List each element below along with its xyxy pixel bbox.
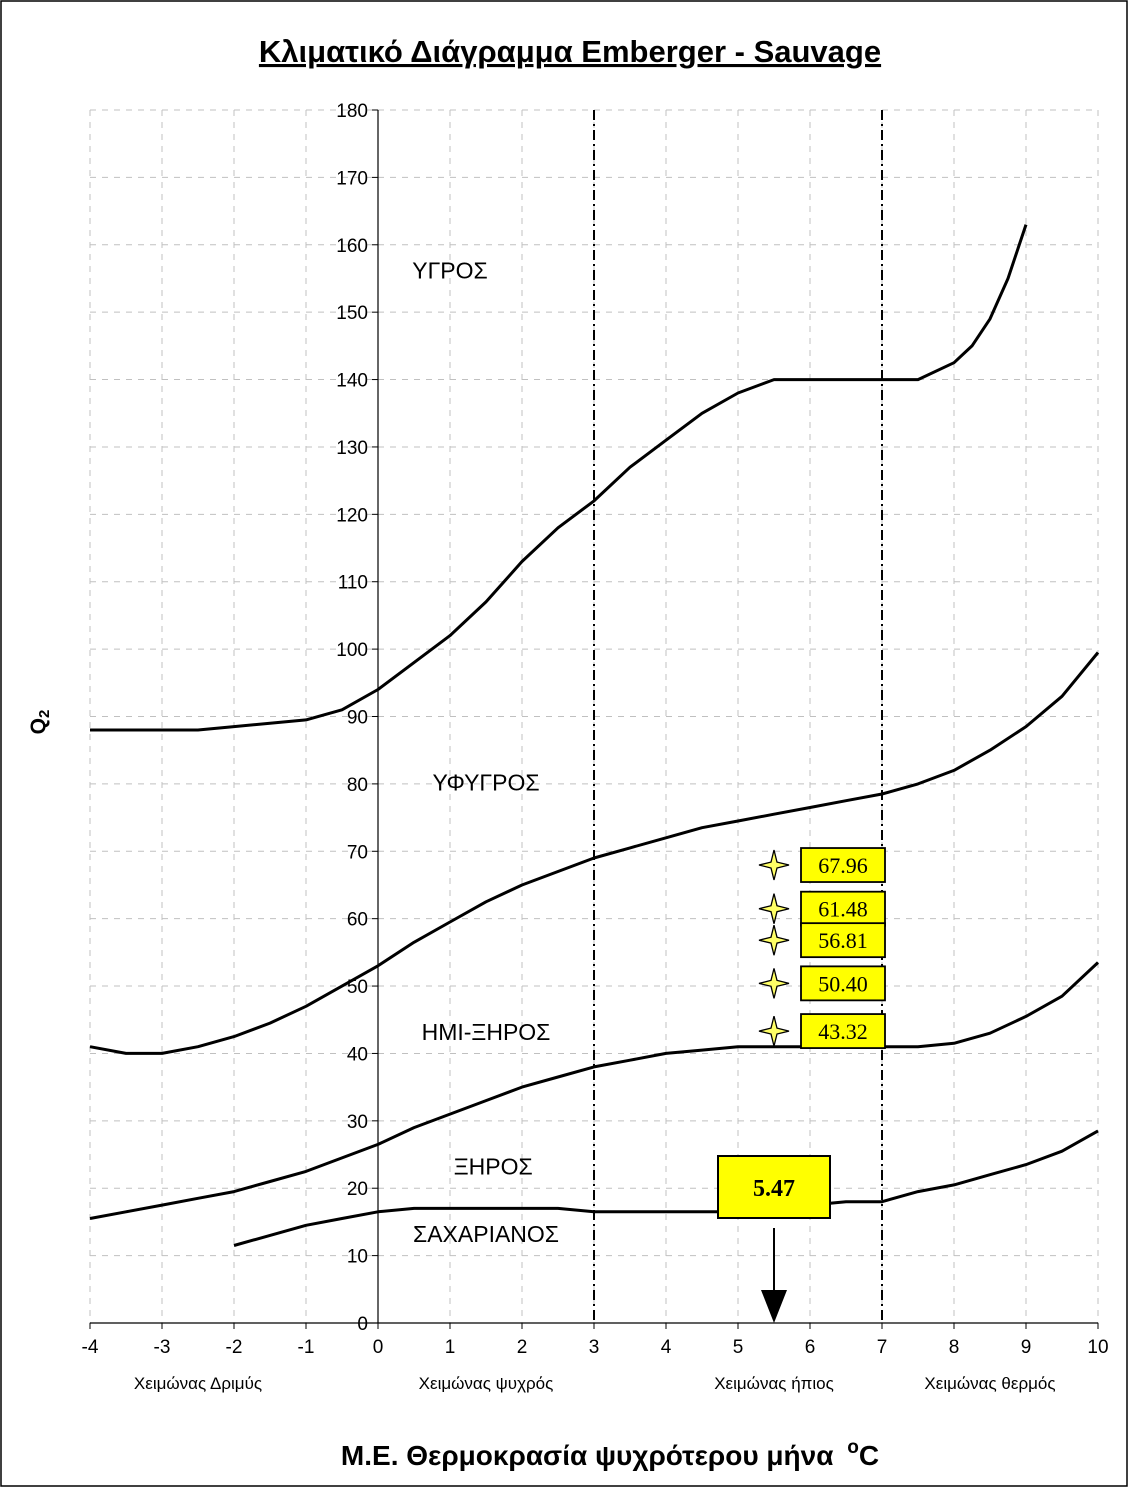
boundary-curve-1 xyxy=(90,224,1028,732)
winter-type-label: Χειμώνας ψυχρός xyxy=(419,1374,554,1393)
y-tick-label: 80 xyxy=(347,775,368,796)
x-tick-label: 10 xyxy=(1087,1337,1108,1358)
y-tick-label: 40 xyxy=(347,1044,368,1065)
station-value-label: 43.32 xyxy=(818,1019,868,1044)
temperature-value-label: 5.47 xyxy=(753,1176,795,1202)
y-tick-label: 60 xyxy=(347,910,368,931)
x-axis-label-unit: oC xyxy=(847,1437,879,1471)
station-value-box xyxy=(800,1013,886,1049)
zone-label: ΣΑΧΑΡΙΑΝΟΣ xyxy=(413,1221,559,1247)
axes: 0102030405060708090100110120130140150160… xyxy=(82,101,1109,1393)
x-tick-label: 6 xyxy=(805,1337,816,1358)
boundary-curve-3 xyxy=(89,961,1100,1220)
x-tick-label: 5 xyxy=(733,1337,744,1358)
y-tick-label: 120 xyxy=(336,505,368,526)
y-tick-label: 50 xyxy=(347,977,368,998)
x-tick-label: 7 xyxy=(877,1337,888,1358)
zone-label: ΥΓΡΟΣ xyxy=(412,257,487,283)
y-tick-label: 160 xyxy=(336,236,368,257)
zone-label: ΗΜΙ-ΞΗΡΟΣ xyxy=(422,1019,551,1045)
x-axis-unit-degree: o xyxy=(847,1437,859,1458)
winter-type-label: Χειμώνας Δριμύς xyxy=(134,1374,262,1393)
y-tick-label: 170 xyxy=(336,168,368,189)
station-star-point xyxy=(758,925,790,956)
y-tick-label: 100 xyxy=(336,640,368,661)
x-tick-label: -4 xyxy=(82,1337,99,1358)
chart-title: Κλιματικό Διάγραμμα Emberger - Sauvage xyxy=(259,34,881,69)
winter-divider-lines xyxy=(593,110,883,1323)
y-tick-label: 150 xyxy=(336,303,368,324)
station-points: 67.96 61.48 56.81 50.40 43.32 xyxy=(758,847,886,1049)
y-tick-label: 110 xyxy=(338,573,368,594)
x-axis-label: Μ.Ε. Θερμοκρασία ψυχρότερου μήνα oC xyxy=(341,1437,879,1471)
station-value-label: 61.48 xyxy=(818,897,868,922)
x-tick-label: 2 xyxy=(517,1337,528,1358)
x-axis-unit-letter: C xyxy=(859,1440,879,1471)
y-tick-label: 70 xyxy=(347,842,368,863)
y-tick-label: 20 xyxy=(347,1179,368,1200)
station-value-box xyxy=(800,965,886,1002)
zone-labels: ΥΓΡΟΣ ΥΦΥΓΡΟΣ ΗΜΙ-ΞΗΡΟΣ ΞΗΡΟΣ ΣΑΧΑΡΙΑΝΟΣ xyxy=(412,257,559,1247)
x-axis-label-text: Μ.Ε. Θερμοκρασία ψυχρότερου μήνα xyxy=(341,1440,834,1471)
y-tick-label: 90 xyxy=(347,708,368,729)
winter-type-label: Χειμώνας θερμός xyxy=(924,1374,1055,1393)
y-axis-label-main: Q xyxy=(27,718,50,734)
winter-type-label: Χειμώνας ήπιος xyxy=(714,1374,834,1393)
y-tick-label: 130 xyxy=(336,438,368,459)
x-tick-label: -2 xyxy=(226,1337,243,1358)
x-tick-label: 9 xyxy=(1021,1337,1032,1358)
x-tick-label: -3 xyxy=(154,1337,171,1358)
station-star-point xyxy=(758,968,790,999)
y-axis-label: Q2 xyxy=(27,710,53,735)
zone-label: ΞΗΡΟΣ xyxy=(454,1154,533,1180)
y-tick-label: 30 xyxy=(347,1112,368,1133)
x-tick-label: -1 xyxy=(298,1337,315,1358)
zone-label: ΥΦΥΓΡΟΣ xyxy=(432,770,539,796)
temperature-arrow-head xyxy=(761,1290,787,1323)
x-tick-label: 8 xyxy=(949,1337,960,1358)
y-axis-label-sub: 2 xyxy=(36,710,53,718)
temperature-value-box xyxy=(717,1155,831,1219)
boundary-curve-4 xyxy=(233,1129,1099,1247)
temperature-marker: 5.47 xyxy=(717,1155,831,1323)
x-tick-label: 1 xyxy=(445,1337,456,1358)
station-value-label: 56.81 xyxy=(818,928,868,953)
station-value-box xyxy=(800,847,886,883)
x-tick-label: 3 xyxy=(589,1337,600,1358)
boundary-curve-2 xyxy=(89,651,1100,1055)
station-value-label: 50.40 xyxy=(818,971,868,996)
curve-series xyxy=(89,224,1100,1247)
y-tick-label: 10 xyxy=(347,1247,368,1268)
station-star-point xyxy=(758,893,790,924)
y-tick-label: 0 xyxy=(357,1314,368,1335)
station-star-point xyxy=(758,1015,790,1047)
y-tick-label: 180 xyxy=(336,101,368,122)
x-tick-label: 4 xyxy=(661,1337,672,1358)
y-tick-label: 140 xyxy=(336,371,368,392)
station-value-label: 67.96 xyxy=(818,853,868,878)
station-value-box xyxy=(800,922,886,959)
x-tick-label: 0 xyxy=(373,1337,384,1358)
station-star-point xyxy=(758,849,790,881)
